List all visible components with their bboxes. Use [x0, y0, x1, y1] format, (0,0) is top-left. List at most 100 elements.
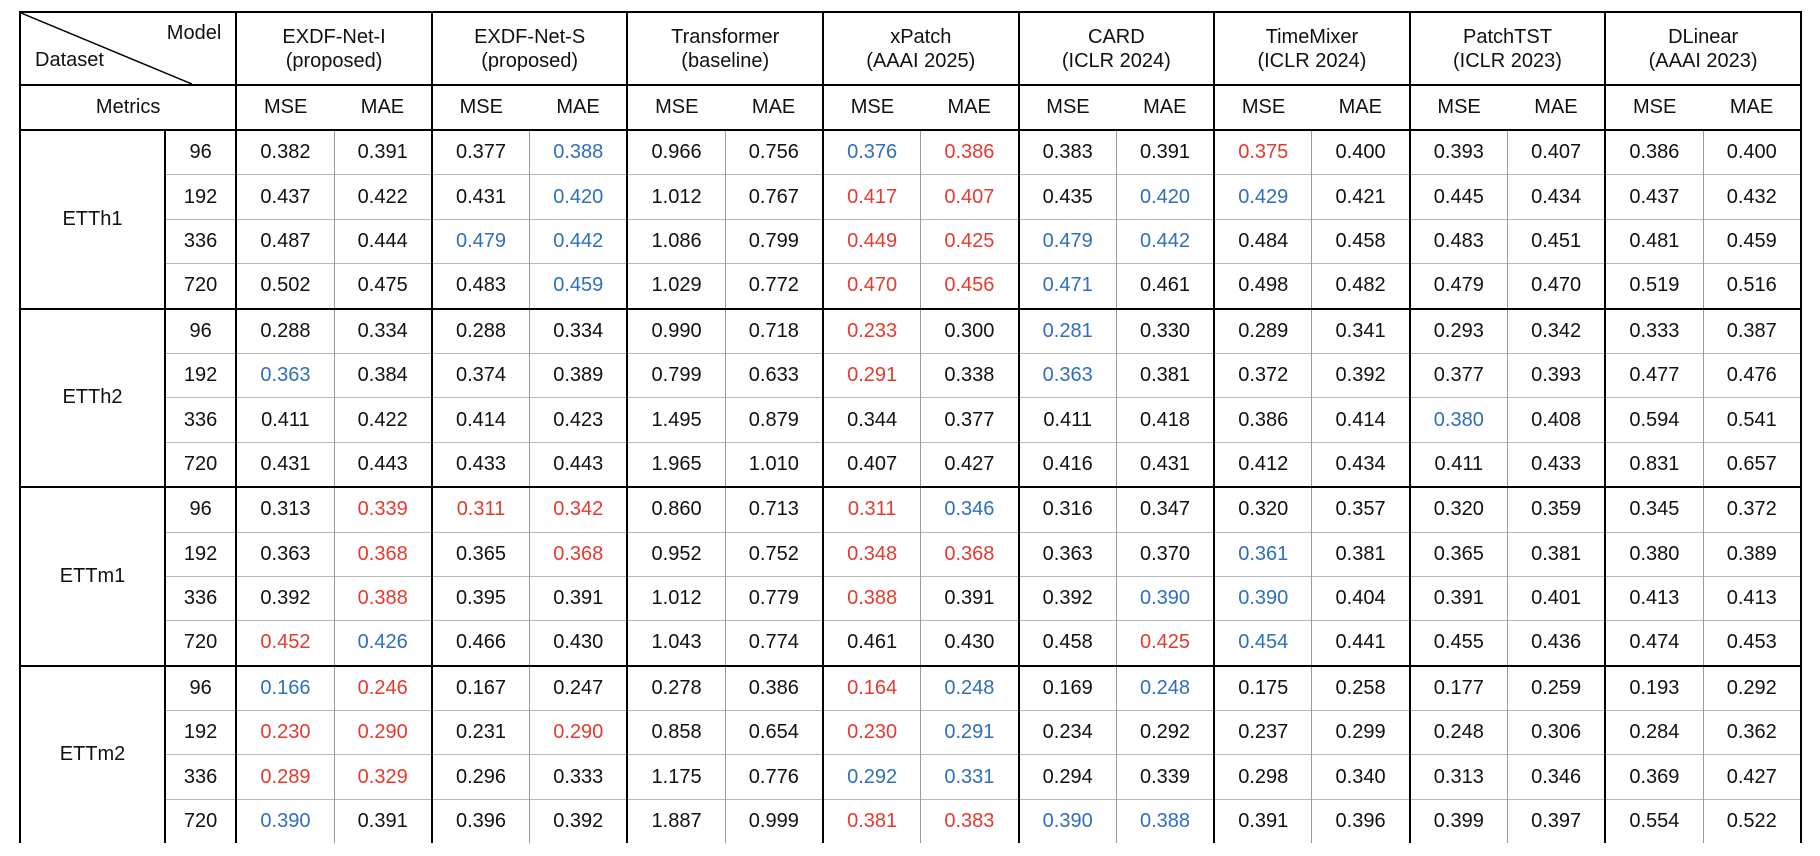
metric-value: 0.413	[1702, 575, 1802, 621]
model-venue: (proposed)	[285, 49, 383, 72]
metric-value: 0.388	[333, 575, 432, 621]
metric-value: 0.369	[1604, 754, 1704, 800]
metric-value: 0.357	[1311, 486, 1410, 533]
metric-value: 0.386	[1604, 129, 1704, 175]
metric-value: 1.012	[626, 575, 726, 621]
metric-value: 0.345	[1604, 486, 1704, 533]
metric-value: 0.990	[626, 307, 726, 354]
metric-value: 0.375	[1213, 129, 1312, 175]
dataset-label: ETTh1	[19, 129, 165, 309]
metric-value: 0.779	[724, 575, 823, 621]
metric-value: 0.392	[1311, 352, 1410, 398]
metric-value: 0.443	[529, 441, 628, 488]
metric-value: 0.427	[920, 441, 1019, 488]
metrics-label: Metrics	[18, 85, 238, 131]
metric-header: MSE	[235, 85, 335, 131]
model-venue: (AAAI 2023)	[1648, 49, 1758, 72]
metric-value: 0.831	[1604, 441, 1704, 488]
model-name: DLinear	[1668, 25, 1739, 48]
metric-value: 0.381	[1506, 531, 1606, 577]
metric-value: 0.437	[1604, 174, 1704, 220]
metric-value: 0.320	[1408, 486, 1508, 533]
metric-value: 0.430	[529, 620, 628, 666]
model-name: TimeMixer	[1265, 25, 1359, 48]
metric-value: 0.396	[430, 798, 530, 844]
model-name: Transformer	[671, 25, 780, 48]
metric-value: 0.392	[235, 575, 335, 621]
metric-value: 0.193	[1604, 664, 1704, 711]
horizon-label: 96	[163, 664, 238, 711]
metric-value: 0.459	[529, 263, 628, 309]
metric-value: 0.474	[1604, 620, 1704, 666]
metric-value: 0.767	[724, 174, 823, 220]
model-header: xPatch (AAAI 2025)	[821, 11, 1019, 86]
metric-value: 0.311	[821, 486, 921, 533]
metric-value: 0.481	[1604, 218, 1704, 264]
metric-value: 0.395	[430, 575, 530, 621]
table-row: 336 0.289 0.329 0.296 0.333 1.175 0.776 0.292 0.…	[20, 754, 1802, 800]
metric-value: 0.477	[1604, 352, 1704, 398]
metric-value: 0.453	[1702, 620, 1802, 666]
metric-value: 0.377	[1408, 352, 1508, 398]
metric-value: 0.231	[430, 710, 530, 755]
metric-value: 0.391	[920, 575, 1019, 621]
metric-value: 0.341	[1311, 307, 1410, 354]
model-name: xPatch	[890, 25, 952, 48]
metric-value: 0.413	[1604, 575, 1704, 621]
metric-value: 0.718	[724, 307, 823, 354]
metric-value: 0.416	[1017, 441, 1117, 488]
metric-value: 0.390	[235, 798, 335, 844]
metric-value: 0.342	[529, 486, 628, 533]
metric-value: 0.391	[1115, 129, 1215, 175]
metric-value: 0.294	[1017, 754, 1117, 800]
metric-value: 0.248	[920, 664, 1019, 711]
table-row: ETTh2 96 0.288 0.334 0.288 0.334 0.990 0.718 0.2…	[19, 307, 1802, 488]
metric-value: 0.414	[430, 397, 530, 443]
metric-value: 0.281	[1017, 307, 1117, 354]
metric-value: 0.363	[1017, 352, 1117, 398]
metric-value: 0.391	[1213, 798, 1312, 844]
table-row: 720 0.431 0.443 0.433 0.443 1.965 1.010 0.407 0.…	[20, 441, 1802, 488]
metric-value: 0.391	[529, 575, 628, 621]
metric-value: 0.340	[1311, 754, 1410, 800]
metric-header: MAE	[1116, 85, 1215, 131]
metric-value: 1.495	[626, 397, 726, 443]
metric-header: MAE	[529, 85, 628, 131]
metric-value: 0.594	[1604, 397, 1704, 443]
metric-value: 0.479	[1408, 263, 1508, 309]
metric-value: 0.284	[1604, 710, 1704, 755]
horizon-label: 192	[163, 352, 238, 398]
metric-value: 0.713	[724, 486, 823, 533]
metric-value: 0.475	[333, 263, 432, 309]
horizon-label: 336	[163, 397, 238, 443]
metric-value: 0.167	[430, 664, 530, 711]
metric-value: 0.230	[821, 710, 921, 755]
model-venue: (ICLR 2024)	[1061, 49, 1171, 72]
metric-value: 0.320	[1213, 486, 1312, 533]
metric-value: 0.368	[920, 531, 1019, 577]
metric-value: 0.476	[1702, 352, 1802, 398]
dataset-label: ETTm1	[19, 486, 165, 666]
metric-value: 0.431	[235, 441, 335, 488]
metric-value: 0.423	[529, 397, 628, 443]
metric-value: 0.420	[1115, 174, 1215, 220]
metric-value: 0.296	[430, 754, 530, 800]
metric-value: 0.437	[235, 174, 335, 220]
horizon-label: 96	[163, 129, 238, 175]
metric-value: 0.860	[626, 486, 726, 533]
metric-value: 0.300	[920, 307, 1019, 354]
metric-value: 0.386	[1213, 397, 1312, 443]
metric-value: 0.397	[1506, 798, 1606, 844]
horizon-label: 336	[163, 218, 238, 264]
metric-value: 0.381	[1311, 531, 1410, 577]
model-name: CARD	[1088, 25, 1145, 48]
horizon-label: 96	[163, 307, 238, 354]
metric-value: 0.248	[1408, 710, 1508, 755]
metric-value: 0.299	[1311, 710, 1410, 755]
metric-value: 0.407	[1506, 129, 1606, 175]
metric-value: 0.470	[1506, 263, 1606, 309]
metric-value: 0.431	[1115, 441, 1215, 488]
metric-value: 0.383	[920, 798, 1019, 844]
metric-value: 0.484	[1213, 218, 1312, 264]
metric-value: 0.408	[1506, 397, 1606, 443]
